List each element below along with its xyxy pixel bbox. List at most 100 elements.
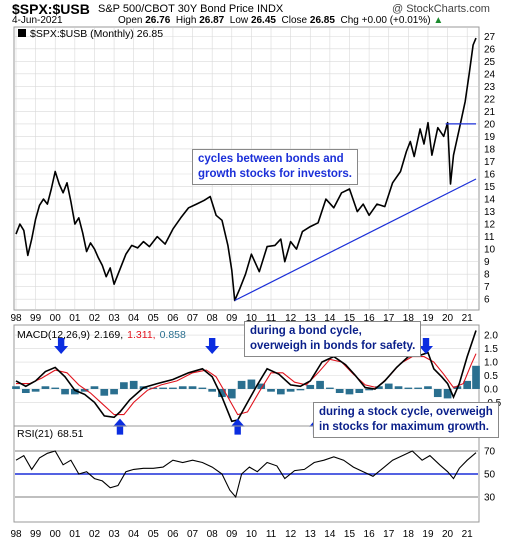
x-tick-label: 00 [50,529,62,540]
change-label: Chg [340,15,359,26]
price-y-tick-label: 16 [484,170,496,181]
x-tick-label: 02 [89,313,101,324]
macd-histogram-bar [257,383,266,389]
macd-histogram-bar [394,386,403,389]
x-axis-top: 98 99 00 01 02 03 04 05 06 07 08 09 10 11 12 13 14 15 16 17… [10,313,473,324]
macd-histogram-bar [355,388,364,394]
x-tick-label: 14 [324,313,336,324]
x-tick-label: 01 [69,529,81,540]
macd-histogram-bar [227,388,236,399]
macd-histogram-bar [188,386,197,389]
macd-histogram-bar [424,386,432,389]
price-y-tick-label: 26 [484,44,496,55]
macd-histogram-bar [365,388,373,391]
x-tick-label: 19 [422,529,434,540]
change-up-icon: ▲ [433,15,444,26]
stockcharts-logo[interactable]: @ StockCharts.com [392,3,490,15]
macd-histogram-bar [71,388,79,395]
x-tick-label: 07 [187,529,199,540]
x-tick-label: 13 [305,529,317,540]
x-tick-label: 04 [128,529,140,540]
price-y-tick-label: 17 [484,157,496,168]
macd-histogram-bar [375,386,383,389]
macd-histogram-bar [433,388,442,398]
macd-histogram-bar [306,384,315,389]
callout-cycles-line1: cycles between bonds and [198,153,344,165]
macd-histogram-value: 0.858 [160,329,186,341]
price-y-tick-label: 11 [484,232,495,243]
x-tick-label: 09 [226,529,238,540]
x-tick-label: 18 [403,313,415,324]
rsi-y-axis: 30 50 70 [484,447,496,504]
macd-y-tick-label: 2.0 [484,331,498,342]
open-value: 26.76 [145,15,171,26]
x-tick-label: 99 [30,529,42,540]
price-y-tick-label: 13 [484,207,496,218]
rsi-panel-title: RSI(21) 68.51 [17,428,84,440]
x-tick-label: 13 [305,313,317,324]
x-tick-label: 06 [167,529,179,540]
x-tick-label: 09 [226,313,238,324]
callout-stock-line2: in stocks for maximum growth. [319,421,489,433]
macd-histogram-bar [120,382,128,389]
x-tick-label: 10 [246,529,258,540]
price-y-tick-label: 6 [484,295,490,306]
price-panel-frame [13,26,480,311]
down-arrow-icon [205,337,220,354]
macd-histogram-bar [247,379,256,389]
macd-histogram-bar [316,380,324,389]
x-axis-bottom: 98 99 00 01 02 03 04 05 06 07 08 09 10 11 12 13 14 15 16 17… [10,529,473,540]
x-tick-label: 06 [167,313,179,324]
rsi-grid [15,450,478,498]
macd-histogram-bar [472,365,480,389]
macd-histogram-bar [31,388,40,392]
callout-bond-line1: during a bond cycle, [250,325,362,337]
down-arrow-icon [54,337,69,354]
macd-histogram-bar [286,388,295,392]
macd-histogram-bar [90,386,99,389]
x-tick-label: 04 [128,313,140,324]
price-y-tick-label: 25 [484,57,496,68]
x-tick-label: 98 [10,529,22,540]
macd-histogram-bar [276,388,285,395]
macd-histogram-bar [110,388,118,395]
macd-histogram-bar [208,388,217,392]
price-y-tick-label: 14 [484,195,496,206]
x-tick-label: 03 [109,529,121,540]
change-value: +0.00 (+0.01%) [361,15,431,26]
symbol-title: $SPX:$USB [12,1,90,17]
x-tick-label: 05 [148,313,160,324]
x-tick-label: 10 [246,313,258,324]
x-tick-label: 16 [364,313,376,324]
price-y-tick-label: 9 [484,257,490,268]
x-tick-label: 00 [50,313,62,324]
price-legend-swatch [18,29,26,37]
down-arrow-icon [418,337,433,354]
macd-histogram-bar [51,387,60,389]
close-label: Close [281,15,308,26]
x-tick-label: 08 [207,313,219,324]
x-tick-label: 20 [442,313,454,324]
macd-histogram-bar [237,380,246,389]
price-y-tick-label: 8 [484,270,490,281]
macd-histogram-bar [443,388,452,399]
price-y-tick-label: 15 [484,182,496,193]
x-tick-label: 11 [266,313,277,324]
price-y-tick-label: 18 [484,144,496,155]
rsi-title-params: RSI(21) [17,428,53,440]
rsi-panel-frame [13,425,480,523]
price-lines [15,37,477,302]
callout-stock-line1: during a stock cycle, overweigh [319,406,493,418]
up-arrow-icon [112,418,127,435]
x-tick-label: 12 [285,529,297,540]
macd-histogram-bar [296,388,305,391]
macd-signal-value: 1.311, [127,329,155,341]
price-y-tick-label: 24 [484,69,496,80]
macd-histogram-bar [335,388,344,394]
macd-histogram-bar [159,387,167,389]
macd-panel-title: MACD(12,26,9) 2.169, 1.311, 0.858 [17,329,186,341]
macd-histogram-bar [169,387,177,389]
high-value: 26.87 [199,15,225,26]
macd-histogram-bar [218,388,226,398]
